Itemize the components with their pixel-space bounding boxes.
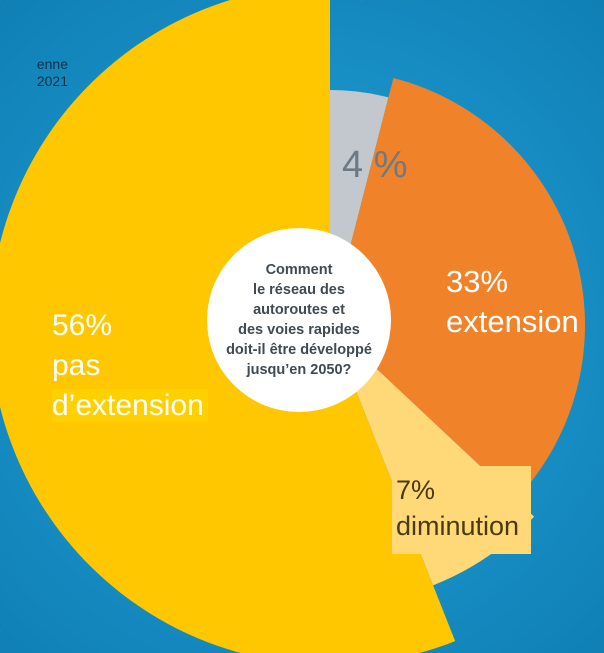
question-line: le réseau des — [253, 282, 345, 298]
label-56-percent: 56% pas d’extension — [52, 306, 208, 426]
question-line: Comment — [265, 262, 333, 278]
slice-4-percent — [330, 90, 389, 272]
label-4-percent: 4 % — [342, 144, 408, 186]
question-line: jusqu’en 2050? — [246, 362, 352, 378]
label-56-value: 56% — [52, 309, 113, 342]
source-note-line: 2021 — [36, 73, 68, 89]
source-note-line: enne — [36, 56, 68, 72]
center-question-circle: Comment le réseau des autoroutes et des … — [207, 228, 391, 412]
label-7-percent: 7% diminution — [392, 466, 532, 554]
slice-33-percent-extension — [343, 78, 586, 500]
label-7-text: diminution — [396, 511, 520, 541]
source-note: enne 2021 — [0, 56, 68, 90]
question-line: doit-il être développé — [226, 342, 372, 358]
label-33-value: 33% — [446, 264, 509, 299]
label-33-text: extension — [446, 304, 579, 339]
label-56-text-1: pas — [52, 349, 101, 382]
question-line: des voies rapides — [238, 322, 360, 338]
label-33-percent: 33% extension — [446, 262, 579, 342]
chart-question: Comment le réseau des autoroutes et des … — [214, 260, 384, 380]
label-56-text-2: d’extension — [52, 389, 208, 422]
question-line: autoroutes et — [253, 302, 345, 318]
label-7-value: 7% — [396, 475, 436, 505]
